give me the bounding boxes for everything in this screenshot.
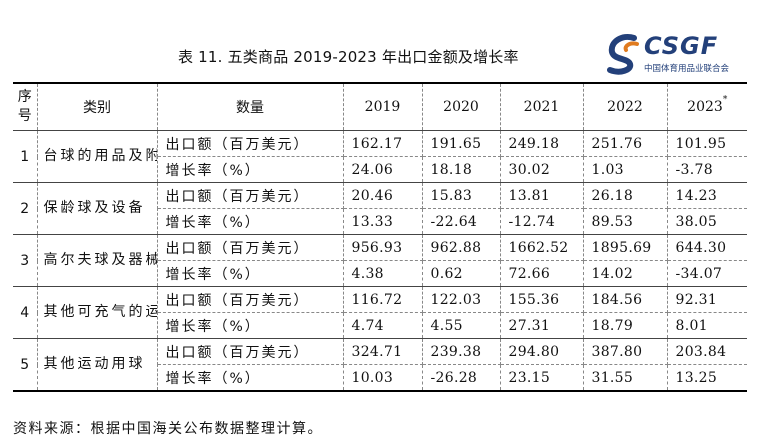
- seq-cell: 3: [13, 234, 38, 287]
- value-cell: 13.33: [343, 208, 423, 235]
- metric-cell: 出口额（百万美元）: [157, 338, 344, 365]
- value-cell: 23.15: [500, 364, 584, 392]
- value-cell: 30.02: [500, 156, 584, 183]
- value-cell: 324.71: [343, 338, 423, 365]
- value-cell: 122.03: [422, 286, 501, 313]
- value-cell: 13.81: [500, 182, 584, 209]
- value-cell: 184.56: [583, 286, 668, 313]
- value-cell: 26.18: [583, 182, 668, 209]
- category-cell: 保龄球及设备: [37, 182, 158, 235]
- value-cell: -34.07: [667, 260, 747, 287]
- seq-cell: 1: [13, 130, 38, 183]
- logo-swirl-icon: [607, 34, 639, 75]
- header-seq: 序号: [13, 83, 38, 131]
- logo-brand: CSGF: [644, 32, 719, 60]
- logo-subtitle: 中国体育用品业联合会: [644, 64, 730, 74]
- value-cell: 1662.52: [500, 234, 584, 261]
- header-year-2023-text: 2023: [687, 99, 723, 115]
- header-year-2022: 2022: [583, 83, 668, 131]
- value-cell: 644.30: [667, 234, 747, 261]
- metric-cell: 增长率（%）: [157, 312, 344, 339]
- metric-cell: 出口额（百万美元）: [157, 130, 344, 157]
- header-year-2021: 2021: [500, 83, 584, 131]
- table-title: 表 11. 五类商品 2019-2023 年出口金额及增长率: [178, 48, 519, 66]
- category-cell: 台球的用品及附件: [37, 130, 158, 183]
- csgf-logo: CSGF 中国体育用品业联合会: [604, 32, 749, 78]
- value-cell: 4.55: [422, 312, 501, 339]
- table-row: 增长率（%） 13.33 -22.64 -12.74 89.53 38.05: [13, 208, 747, 235]
- value-cell: 162.17: [343, 130, 423, 157]
- seq-cell: 5: [13, 338, 38, 392]
- value-cell: 31.55: [583, 364, 668, 392]
- table-row: 增长率（%） 4.38 0.62 72.66 14.02 -34.07: [13, 260, 747, 287]
- table-row: 增长率（%） 10.03 -26.28 23.15 31.55 13.25: [13, 364, 747, 392]
- header-category: 类别: [37, 83, 158, 131]
- value-cell: -22.64: [422, 208, 501, 235]
- metric-cell: 出口额（百万美元）: [157, 182, 344, 209]
- metric-cell: 增长率（%）: [157, 156, 344, 183]
- value-cell: 387.80: [583, 338, 668, 365]
- value-cell: -3.78: [667, 156, 747, 183]
- header-year-2019: 2019: [343, 83, 423, 131]
- value-cell: 8.01: [667, 312, 747, 339]
- value-cell: 0.62: [422, 260, 501, 287]
- value-cell: 962.88: [422, 234, 501, 261]
- value-cell: 4.38: [343, 260, 423, 287]
- header-metric: 数量: [157, 83, 344, 131]
- value-cell: 1895.69: [583, 234, 668, 261]
- value-cell: 116.72: [343, 286, 423, 313]
- category-cell: 高尔夫球及器械: [37, 234, 158, 287]
- value-cell: 251.76: [583, 130, 668, 157]
- metric-cell: 增长率（%）: [157, 208, 344, 235]
- table-row: 3 高尔夫球及器械 出口额（百万美元） 956.93 962.88 1662.5…: [13, 234, 747, 287]
- value-cell: 89.53: [583, 208, 668, 235]
- value-cell: 4.74: [343, 312, 423, 339]
- table-row: 2 保龄球及设备 出口额（百万美元） 20.46 15.83 13.81 26.…: [13, 182, 747, 235]
- metric-cell: 出口额（百万美元）: [157, 286, 344, 313]
- value-cell: 956.93: [343, 234, 423, 261]
- table-row: 增长率（%） 24.06 18.18 30.02 1.03 -3.78: [13, 156, 747, 183]
- value-cell: 294.80: [500, 338, 584, 365]
- header-year-2023-mark: *: [722, 95, 728, 105]
- value-cell: 18.79: [583, 312, 668, 339]
- value-cell: 24.06: [343, 156, 423, 183]
- table-row: 增长率（%） 4.74 4.55 27.31 18.79 8.01: [13, 312, 747, 339]
- value-cell: 155.36: [500, 286, 584, 313]
- value-cell: 14.02: [583, 260, 668, 287]
- value-cell: 249.18: [500, 130, 584, 157]
- seq-cell: 2: [13, 182, 38, 235]
- value-cell: 92.31: [667, 286, 747, 313]
- value-cell: 14.23: [667, 182, 747, 209]
- header-year-2020: 2020: [422, 83, 501, 131]
- value-cell: 101.95: [667, 130, 747, 157]
- value-cell: 18.18: [422, 156, 501, 183]
- table-row: 4 其他可充气的运动用球 出口额（百万美元） 116.72 122.03 155…: [13, 286, 747, 339]
- table-row: 1 台球的用品及附件 出口额（百万美元） 162.17 191.65 249.1…: [13, 130, 747, 183]
- table-row: 5 其他运动用球 出口额（百万美元） 324.71 239.38 294.80 …: [13, 338, 747, 392]
- value-cell: 13.25: [667, 364, 747, 392]
- value-cell: 191.65: [422, 130, 501, 157]
- value-cell: 203.84: [667, 338, 747, 365]
- value-cell: 20.46: [343, 182, 423, 209]
- metric-cell: 出口额（百万美元）: [157, 234, 344, 261]
- category-cell: 其他可充气的运动用球: [37, 286, 158, 339]
- value-cell: 38.05: [667, 208, 747, 235]
- value-cell: 72.66: [500, 260, 584, 287]
- header-seq-text: 序号: [17, 89, 32, 124]
- export-table: 序号 类别 数量 2019 2020 2021 2022 2023* 1 台球的…: [13, 82, 747, 392]
- metric-cell: 增长率（%）: [157, 364, 344, 392]
- value-cell: 27.31: [500, 312, 584, 339]
- value-cell: 15.83: [422, 182, 501, 209]
- source-note: 资料来源：根据中国海关公布数据整理计算。: [13, 421, 323, 437]
- value-cell: 10.03: [343, 364, 423, 392]
- value-cell: -12.74: [500, 208, 584, 235]
- value-cell: 1.03: [583, 156, 668, 183]
- seq-cell: 4: [13, 286, 38, 339]
- header-year-2023: 2023*: [667, 83, 747, 131]
- metric-cell: 增长率（%）: [157, 260, 344, 287]
- category-cell: 其他运动用球: [37, 338, 158, 392]
- header-row: 序号 类别 数量 2019 2020 2021 2022 2023*: [13, 83, 747, 131]
- value-cell: 239.38: [422, 338, 501, 365]
- value-cell: -26.28: [422, 364, 501, 392]
